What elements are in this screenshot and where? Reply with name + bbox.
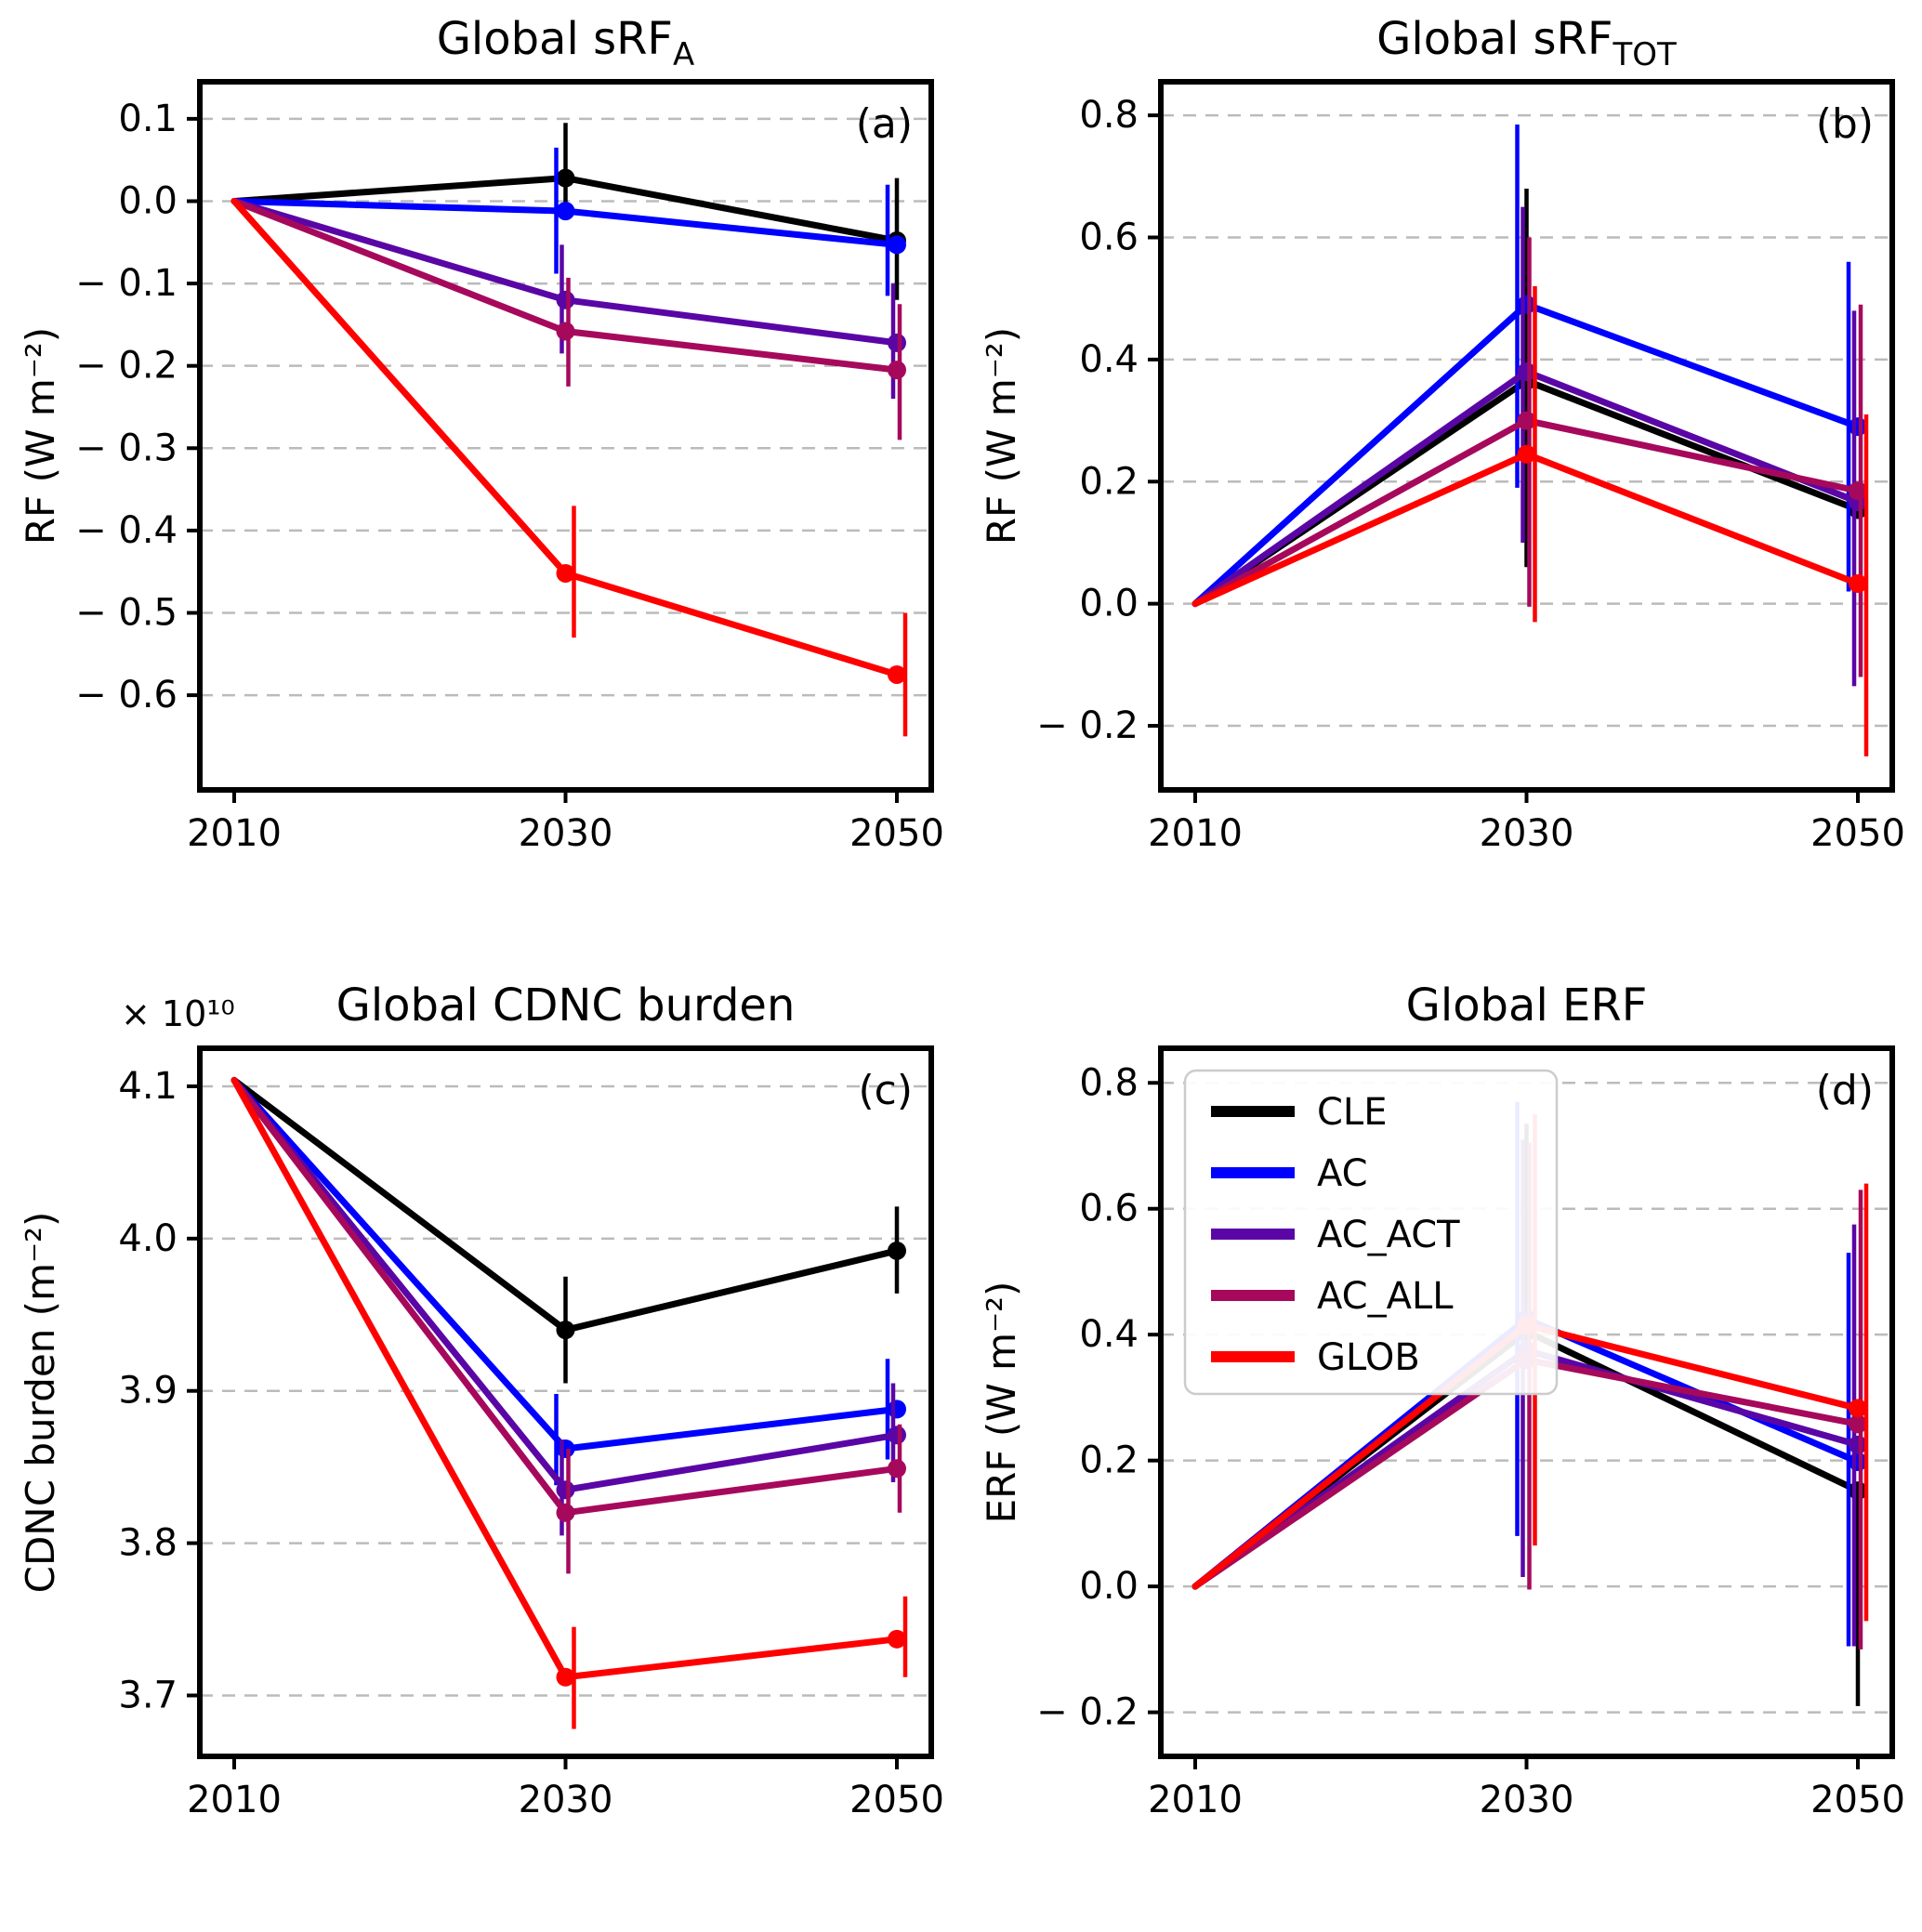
marker-GLOB <box>888 664 906 684</box>
marker-AC <box>556 1439 575 1458</box>
marker-AC_ALL <box>1517 411 1536 430</box>
x-tick-label: 2030 <box>519 812 613 855</box>
x-tick-label: 2030 <box>1480 1779 1574 1821</box>
x-tick-label: 2050 <box>849 1779 944 1821</box>
x-tick-label: 2030 <box>1480 812 1574 855</box>
y-tick-label: − 0.1 <box>75 262 178 305</box>
marker-GLOB <box>556 1667 575 1687</box>
legend-box <box>1183 1069 1559 1396</box>
chart-panel-a: Global sRFA 0.1 0.0 − 0.1 − 0.2 − 0.3 − 0.4 − 0… <box>0 0 961 966</box>
marker-AC_ALL <box>888 361 906 380</box>
y-tick-label: − 0.2 <box>1036 1691 1139 1734</box>
axes-box <box>197 79 934 793</box>
marker-AC_ACT <box>556 290 575 309</box>
marker-AC_ACT <box>888 1426 906 1445</box>
marker-AC <box>888 235 906 255</box>
legend-label-AC: AC <box>1317 1152 1368 1195</box>
marker-GLOB <box>888 1629 906 1649</box>
x-tick-label: 2050 <box>1810 1779 1905 1821</box>
y-tick-label: 3.8 <box>118 1522 178 1565</box>
marker-GLOB <box>1849 1399 1867 1418</box>
y-tick-label: 4.1 <box>118 1065 178 1108</box>
chart-svg-c: Global CDNC burden × 10¹⁰ 4.1 4.0 3.9 3.8 3.7 2… <box>18 979 944 1821</box>
y-tick-label: 3.9 <box>118 1370 178 1413</box>
panel-title: Global sRFA <box>437 13 695 73</box>
marker-AC_ALL <box>888 1459 906 1479</box>
marker-CLE <box>556 168 575 188</box>
y-axis-label: RF (W m⁻²) <box>979 327 1024 545</box>
legend-label-AC_ACT: AC_ACT <box>1317 1214 1460 1256</box>
x-tick-label: 2050 <box>849 812 944 855</box>
marker-AC_ALL <box>556 1503 575 1522</box>
axis-offset-text: × 10¹⁰ <box>121 993 235 1034</box>
y-tick-label: 0.6 <box>1079 1188 1139 1230</box>
y-tick-label: − 0.2 <box>75 345 178 388</box>
chart-svg-d: Global ERF 0.8 0.6 0.4 0.2 0.0 − 0.2 2010 2030 20… <box>979 979 1905 1821</box>
x-tick-label: 2010 <box>187 1779 282 1821</box>
y-tick-label: 0.0 <box>118 179 178 222</box>
marker-AC_ACT <box>888 333 906 352</box>
y-tick-label: 0.4 <box>1079 338 1139 381</box>
x-tick-label: 2050 <box>1810 812 1905 855</box>
panel-title: Global sRFTOT <box>1376 13 1677 73</box>
y-tick-label: 3.7 <box>118 1674 178 1716</box>
marker-AC_ALL <box>556 322 575 341</box>
y-tick-label: 0.6 <box>1079 217 1139 259</box>
y-tick-label: − 0.6 <box>75 674 178 716</box>
y-tick-label: − 0.4 <box>75 509 178 552</box>
y-tick-label: − 0.2 <box>1036 704 1139 747</box>
chart-svg-b: Global sRFTOT 0.8 0.6 0.4 0.2 0.0 − 0.2 2010 203… <box>979 13 1905 855</box>
chart-panel-d: Global ERF 0.8 0.6 0.4 0.2 0.0 − 0.2 2010 2030 20… <box>961 966 1922 1932</box>
y-tick-label: − 0.3 <box>75 427 178 469</box>
chart-svg-a: Global sRFA 0.1 0.0 − 0.1 − 0.2 − 0.3 − 0.4 − 0… <box>18 13 944 855</box>
y-tick-label: 0.0 <box>1079 583 1139 625</box>
panel-letter: (b) <box>1816 100 1874 148</box>
panel-title: Global CDNC burden <box>336 979 796 1032</box>
legend-label-GLOB: GLOB <box>1317 1336 1420 1379</box>
x-tick-label: 2010 <box>187 812 282 855</box>
y-tick-label: 0.8 <box>1079 94 1139 137</box>
legend-label-CLE: CLE <box>1317 1091 1388 1134</box>
y-tick-label: 0.1 <box>118 98 178 140</box>
chart-panel-b: Global sRFTOT 0.8 0.6 0.4 0.2 0.0 − 0.2 2010 203… <box>961 0 1922 966</box>
y-tick-label: 0.8 <box>1079 1061 1139 1104</box>
panel-letter: (c) <box>858 1067 913 1114</box>
y-axis-label: CDNC burden (m⁻²) <box>18 1212 63 1594</box>
panel-letter: (d) <box>1816 1067 1874 1114</box>
marker-AC <box>556 202 575 221</box>
panel-title: Global ERF <box>1406 979 1648 1032</box>
y-axis-label: ERF (W m⁻²) <box>979 1281 1024 1524</box>
legend-label-AC_ALL: AC_ALL <box>1317 1275 1454 1318</box>
axes-box <box>1158 79 1895 793</box>
y-tick-label: 0.2 <box>1079 1439 1139 1482</box>
x-tick-label: 2010 <box>1148 812 1243 855</box>
marker-GLOB <box>556 563 575 583</box>
axes-box <box>1158 1045 1895 1759</box>
chart-panel-c: Global CDNC burden × 10¹⁰ 4.1 4.0 3.9 3.8 3.7 2… <box>0 966 961 1932</box>
panel-letter: (a) <box>856 100 913 148</box>
marker-CLE <box>556 1321 575 1340</box>
data-line-AC_ALL <box>230 197 901 374</box>
y-tick-label: 0.2 <box>1079 460 1139 503</box>
marker-AC_ALL <box>1849 1414 1867 1434</box>
marker-GLOB <box>1849 573 1867 593</box>
data-line-GLOB <box>230 197 901 678</box>
marker-AC_ALL <box>1849 481 1867 501</box>
x-tick-label: 2010 <box>1148 1779 1243 1821</box>
axes-box <box>197 1045 934 1759</box>
marker-CLE <box>888 1241 906 1260</box>
x-tick-label: 2030 <box>519 1779 613 1821</box>
y-tick-label: 4.0 <box>118 1217 178 1260</box>
y-tick-label: 0.0 <box>1079 1565 1139 1608</box>
y-tick-label: 0.4 <box>1079 1313 1139 1356</box>
marker-AC <box>888 1400 906 1419</box>
marker-GLOB <box>1517 444 1536 464</box>
y-tick-label: − 0.5 <box>75 592 178 635</box>
y-axis-label: RF (W m⁻²) <box>18 327 63 545</box>
marker-AC_ACT <box>556 1480 575 1500</box>
